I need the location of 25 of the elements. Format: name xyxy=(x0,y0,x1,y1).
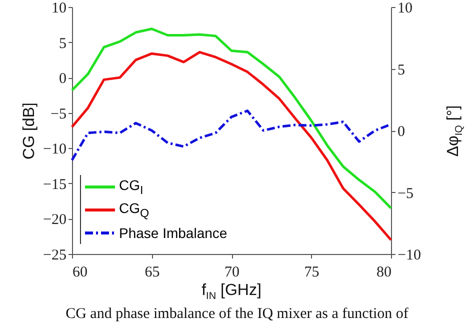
legend-label: Phase Imbalance xyxy=(119,224,228,240)
y-tick-label: −20 xyxy=(43,212,66,228)
x-tick-label: 75 xyxy=(304,264,320,280)
y2-tick-label: 0 xyxy=(398,124,405,140)
y-tick-label: 5 xyxy=(59,36,66,52)
y-tick-label: 10 xyxy=(52,0,66,16)
y2-tick-label: −10 xyxy=(398,248,421,264)
y-tick-label: −5 xyxy=(50,106,66,122)
text: CG and phase imbalance of the IQ mixer as a function of xyxy=(64,306,410,323)
x-tick-label: 80 xyxy=(376,264,392,280)
y2-tick-label: 10 xyxy=(398,0,412,16)
y-tick-label: 0 xyxy=(59,71,66,88)
y-tick-label: −25 xyxy=(43,248,66,264)
y2-tick-label: 5 xyxy=(398,62,405,78)
y-tick-label: −15 xyxy=(43,176,66,193)
y-axis-title: CG [dB] xyxy=(21,102,39,159)
y-tick-label: −10 xyxy=(43,142,66,158)
line-series xyxy=(70,50,392,242)
x-tick-label: 65 xyxy=(144,264,160,280)
y2-tick-label: −5 xyxy=(398,186,414,202)
x-tick-label: 70 xyxy=(224,264,240,280)
x-tick-label: 60 xyxy=(72,264,88,280)
x-axis-title: f$_{IN}$ [GHz] xyxy=(202,282,262,302)
legend-label: CG$_{Q}$ xyxy=(119,200,150,220)
legend-label: CG$_{I}$ xyxy=(119,176,144,196)
